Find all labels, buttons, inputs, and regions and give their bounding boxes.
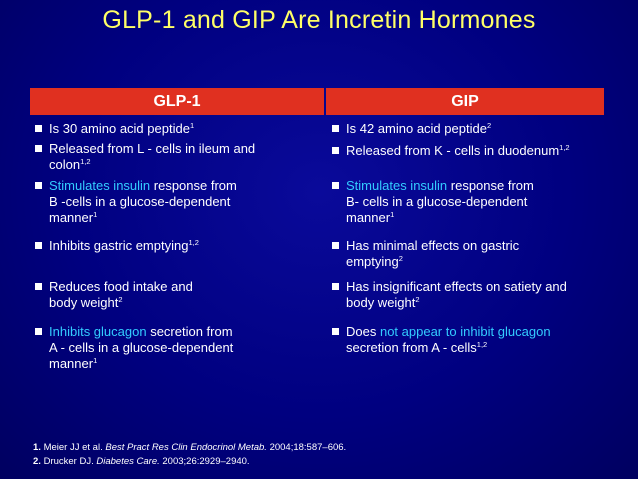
bullet-square-icon — [35, 182, 42, 189]
bullet-square-icon — [35, 125, 42, 132]
bullet-square-icon — [35, 283, 42, 290]
gip-item-6: Does not appear to inhibit glucagon secr… — [331, 324, 621, 356]
glp1-item-5: Reduces food intake and body weight2 — [34, 279, 314, 311]
gip-item-5: Has insignificant effects on satiety and… — [331, 279, 621, 311]
bullet-square-icon — [332, 182, 339, 189]
bullet-square-icon — [35, 145, 42, 152]
reference-2: 2. Drucker DJ. Diabetes Care. 2003;26:29… — [33, 456, 250, 467]
bullet-square-icon — [332, 125, 339, 132]
gip-item-3: Stimulates insulin response from B- cell… — [331, 178, 621, 226]
gip-column-header: GIP — [326, 88, 604, 115]
glp1-item-1: Is 30 amino acid peptide1 — [34, 121, 314, 137]
bullet-square-icon — [332, 242, 339, 249]
bullet-square-icon — [332, 283, 339, 290]
bullet-square-icon — [332, 147, 339, 154]
glp1-item-6: Inhibits glucagon secretion from A - cel… — [34, 324, 314, 372]
glp1-item-2: Released from L - cells in ileum and col… — [34, 141, 314, 173]
glp1-item-4: Inhibits gastric emptying1,2 — [34, 238, 314, 254]
references: 1. Meier JJ et al. Best Pract Res Clin E… — [33, 441, 346, 469]
gip-item-4: Has minimal effects on gastric emptying2 — [331, 238, 621, 270]
bullet-square-icon — [35, 328, 42, 335]
gip-item-1: Is 42 amino acid peptide2 — [331, 121, 621, 137]
bullet-square-icon — [332, 328, 339, 335]
bullet-square-icon — [35, 242, 42, 249]
reference-1: 1. Meier JJ et al. Best Pract Res Clin E… — [33, 442, 347, 453]
slide-title: GLP-1 and GIP Are Incretin Hormones — [102, 6, 536, 34]
gip-item-2: Released from K - cells in duodenum1,2 — [331, 143, 621, 159]
glp1-column-header: GLP-1 — [30, 88, 324, 115]
glp1-item-3: Stimulates insulin response from B -cell… — [34, 178, 314, 226]
